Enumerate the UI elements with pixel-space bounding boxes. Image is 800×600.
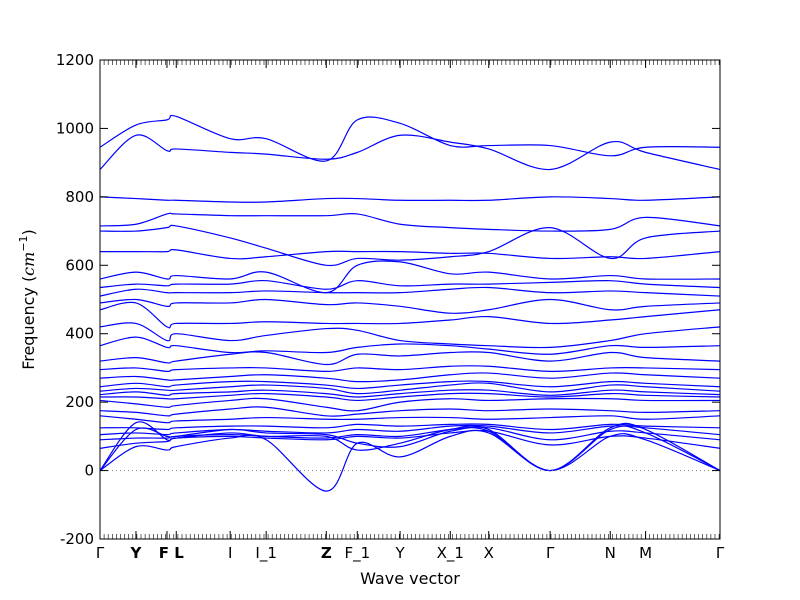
band-line-30 xyxy=(99,114,721,162)
x-tick-label-4: L xyxy=(174,544,184,562)
y-title-exponent: −1 xyxy=(17,235,30,251)
band-line-12 xyxy=(99,389,721,398)
band-line-27 xyxy=(99,212,721,232)
y-tick-label: 800 xyxy=(65,188,94,206)
x-tick-label-13: N xyxy=(605,544,616,562)
x-axis-ticks: Γ Y F L I I_1 Z F_1 Y X_1 X Γ N M Γ xyxy=(96,60,725,563)
band-line-8 xyxy=(99,415,721,424)
x-axis-title: Wave vector xyxy=(360,569,460,588)
y-axis-title: Frequency (cm−1) xyxy=(17,229,38,370)
y-tick-label: -200 xyxy=(60,530,94,548)
x-tick-label-8: F_1 xyxy=(344,544,370,563)
x-tick-label-2: Y xyxy=(130,544,143,562)
band-line-25 xyxy=(100,249,721,260)
band-line-23 xyxy=(99,279,721,290)
y-tick-label: 1200 xyxy=(56,51,94,69)
y-tick-label: 400 xyxy=(65,325,94,343)
x-tick-label-5: I xyxy=(228,544,232,562)
y-tick-label: 0 xyxy=(84,462,94,480)
band-lines xyxy=(99,114,721,492)
minor-ticks xyxy=(99,60,720,539)
band-line-4 xyxy=(99,429,721,449)
band-line-17 xyxy=(99,351,721,366)
band-line-15 xyxy=(99,372,721,383)
x-tick-label-15: Γ xyxy=(716,544,725,562)
plot-frame xyxy=(99,59,721,540)
y-title-text: Frequency ( xyxy=(19,276,38,370)
y-axis-ticks: -200 0 200 400 600 800 1000 1200 xyxy=(56,51,720,548)
x-tick-label-10: X_1 xyxy=(437,544,464,563)
band-line-22 xyxy=(99,286,721,297)
band-line-3 xyxy=(99,429,721,492)
band-line-24 xyxy=(99,260,721,294)
band-line-5 xyxy=(99,426,721,441)
y-tick-label: 1000 xyxy=(56,119,94,137)
band-line-10 xyxy=(99,397,721,412)
band-line-9 xyxy=(99,406,721,417)
band-line-1 xyxy=(99,421,721,472)
x-tick-label-12: Γ xyxy=(546,544,555,562)
band-line-21 xyxy=(99,298,721,314)
band-line-7 xyxy=(99,423,721,431)
y-title-unit: cm xyxy=(19,252,38,276)
x-tick-label-1: Γ xyxy=(96,544,105,562)
band-line-13 xyxy=(99,382,721,395)
band-line-6 xyxy=(99,424,721,436)
x-tick-label-3: F xyxy=(159,544,169,562)
band-line-16 xyxy=(99,365,721,372)
y-tick-label: 200 xyxy=(65,393,94,411)
x-tick-label-6: I_1 xyxy=(255,544,276,563)
y-tick-label: 600 xyxy=(65,256,94,274)
y-title-close: ) xyxy=(19,229,38,235)
x-tick-label-14: M xyxy=(639,544,652,562)
x-tick-label-11: X xyxy=(484,544,494,562)
band-line-26 xyxy=(99,224,721,267)
band-line-18 xyxy=(99,336,721,355)
x-tick-label-9: Y xyxy=(394,544,405,562)
band-line-14 xyxy=(99,380,721,390)
band-line-28 xyxy=(99,196,721,203)
band-line-19 xyxy=(99,322,721,349)
minor-tick-marks xyxy=(99,60,720,539)
band-line-20 xyxy=(99,301,721,329)
band-line-11 xyxy=(99,392,721,402)
band-line-29 xyxy=(99,134,721,171)
x-tick-label-7: Z xyxy=(321,544,332,562)
